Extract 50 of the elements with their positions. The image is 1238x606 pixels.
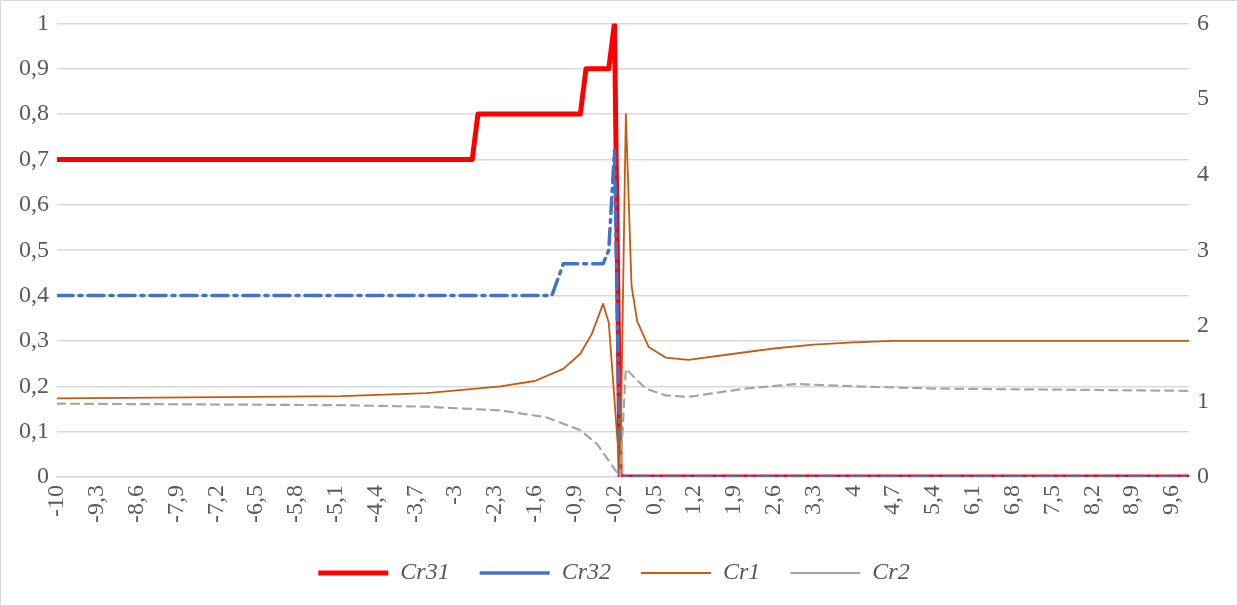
y-tick-label: 1 bbox=[37, 8, 49, 35]
x-tick-label: -9,3 bbox=[82, 485, 109, 524]
x-tick-label: -1,6 bbox=[520, 485, 547, 524]
x-tick-label: 8,9 bbox=[1117, 485, 1144, 516]
legend-label: Cr2 bbox=[872, 558, 910, 585]
x-tick-label: 6,1 bbox=[958, 485, 985, 516]
y2-tick-label: 4 bbox=[1197, 159, 1209, 186]
legend-label: Cr32 bbox=[561, 558, 612, 585]
x-tick-label: 4 bbox=[838, 485, 865, 498]
x-tick-label: -4,4 bbox=[360, 485, 387, 524]
x-tick-label: -3 bbox=[440, 485, 467, 506]
y2-tick-label: 3 bbox=[1197, 235, 1209, 262]
y-tick-label: 0,9 bbox=[19, 54, 49, 81]
y2-tick-label: 1 bbox=[1197, 386, 1209, 413]
x-tick-label: -0,9 bbox=[559, 485, 586, 524]
y-tick-label: 0,3 bbox=[19, 326, 49, 353]
x-tick-label: 3,3 bbox=[798, 485, 825, 516]
y2-tick-label: 2 bbox=[1197, 311, 1209, 338]
x-tick-label: 9,6 bbox=[1157, 485, 1184, 516]
y-tick-label: 0,1 bbox=[19, 416, 49, 443]
x-tick-label: 1,2 bbox=[679, 485, 706, 516]
line-series bbox=[57, 367, 1189, 478]
y-tick-label: 0,2 bbox=[19, 371, 49, 398]
y2-tick-label: 6 bbox=[1197, 8, 1209, 35]
y-tick-label: 0,4 bbox=[19, 280, 49, 307]
x-tick-label: 5,4 bbox=[918, 485, 945, 516]
x-tick-label: -5,8 bbox=[281, 485, 308, 524]
x-tick-label: 6,8 bbox=[997, 485, 1024, 516]
x-tick-label: 8,2 bbox=[1077, 485, 1104, 516]
y-tick-label: 0,5 bbox=[19, 235, 49, 262]
x-tick-label: -0,2 bbox=[599, 485, 626, 524]
legend-label: Cr31 bbox=[400, 558, 450, 585]
x-tick-label: -5,1 bbox=[321, 485, 348, 524]
x-tick-label: 4,7 bbox=[878, 485, 905, 516]
y-tick-label: 0,7 bbox=[19, 144, 49, 171]
x-tick-label: -3,7 bbox=[400, 485, 427, 524]
x-tick-label: 2,6 bbox=[759, 485, 786, 516]
x-tick-label: -7,9 bbox=[161, 485, 188, 524]
y2-tick-label: 0 bbox=[1197, 462, 1209, 489]
y2-tick-label: 5 bbox=[1197, 84, 1209, 111]
x-tick-label: 1,9 bbox=[719, 485, 746, 516]
legend-label: Cr1 bbox=[723, 558, 761, 585]
y-tick-label: 0,8 bbox=[19, 99, 49, 126]
x-tick-label: -7,2 bbox=[201, 485, 228, 524]
y-tick-label: 0,6 bbox=[19, 190, 49, 217]
x-tick-label: -8,6 bbox=[121, 485, 148, 524]
x-tick-label: 7,5 bbox=[1037, 485, 1064, 516]
x-tick-label: 0,5 bbox=[639, 485, 666, 516]
x-tick-label: -6,5 bbox=[241, 485, 268, 524]
x-tick-label: -2,3 bbox=[480, 485, 507, 524]
